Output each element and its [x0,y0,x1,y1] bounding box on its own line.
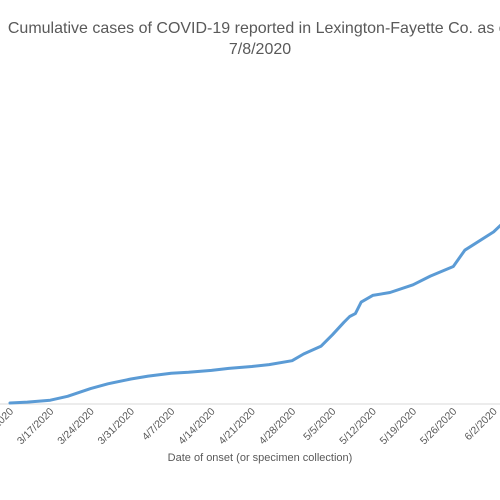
x-tick-label: 4/7/2020 [140,406,177,443]
x-tick-label: 4/28/2020 [257,406,299,448]
chart-title-line-2: 7/8/2020 [228,41,292,58]
x-tick-label: 3/17/2020 [15,406,57,448]
x-axis-title: Date of onset (or specimen collection) [167,452,353,464]
x-tick-label: 5/12/2020 [337,406,379,448]
x-tick-label: 5/5/2020 [301,406,338,443]
x-tick-label: 3/31/2020 [96,406,138,448]
plot-area [8,223,500,405]
series-line [8,223,500,405]
x-tick-label: 3/10/2020 [0,406,16,448]
x-tick-label: 4/14/2020 [176,406,218,448]
x-tick-label: 4/21/2020 [216,406,258,448]
x-tick-label: 3/24/2020 [55,406,97,448]
x-tick-label: 5/26/2020 [418,406,460,448]
x-tick-label: 5/19/2020 [378,406,420,448]
chart-title-line-1: Cumulative cases of COVID-19 reported in… [7,20,500,37]
x-tick-label: 6/2/2020 [462,406,499,443]
chart-title: Cumulative cases of COVID-19 reported in… [0,18,500,60]
